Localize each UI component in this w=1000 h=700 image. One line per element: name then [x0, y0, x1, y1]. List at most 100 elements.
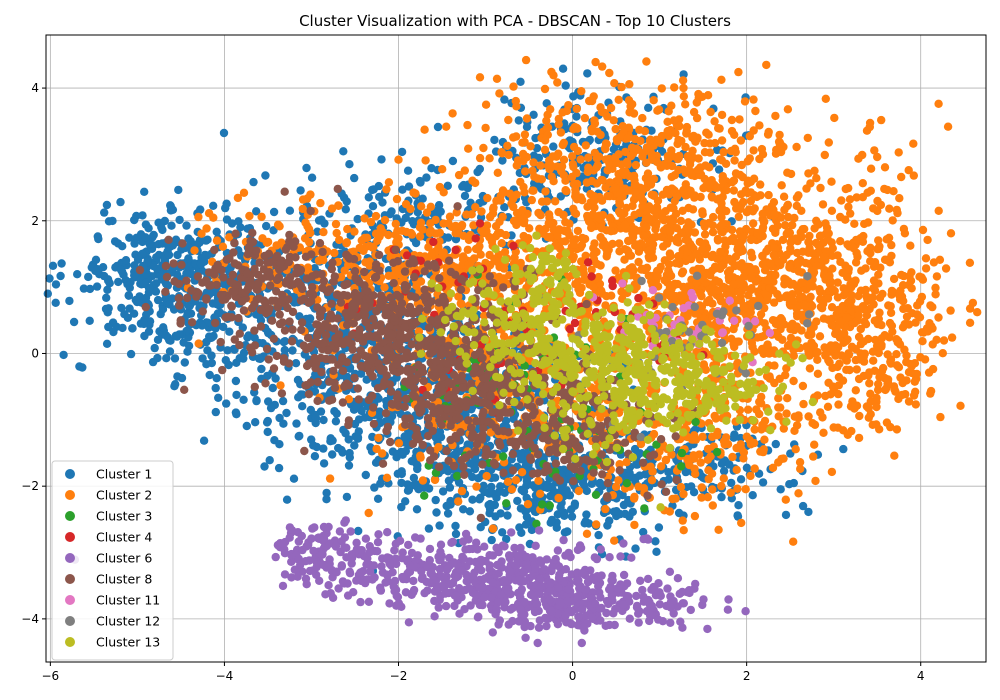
data-point	[844, 202, 853, 212]
data-point	[631, 544, 640, 553]
data-point	[51, 298, 60, 307]
data-point	[590, 196, 599, 206]
data-point	[608, 239, 617, 249]
data-point	[815, 332, 825, 341]
data-point	[668, 290, 677, 300]
data-point	[756, 180, 765, 189]
data-point	[479, 481, 488, 490]
data-point	[779, 192, 789, 201]
data-point	[511, 476, 521, 485]
data-point	[142, 310, 151, 319]
data-point	[152, 279, 161, 288]
data-point	[518, 206, 527, 215]
data-point	[813, 355, 822, 364]
data-point	[749, 174, 759, 183]
data-point	[577, 240, 587, 250]
data-point	[917, 273, 926, 282]
data-point	[59, 350, 68, 360]
data-point	[239, 395, 248, 404]
data-point	[492, 74, 502, 84]
data-point	[269, 207, 279, 217]
data-point	[644, 103, 653, 113]
data-point	[620, 255, 629, 264]
data-point	[516, 455, 526, 464]
data-point	[382, 185, 391, 194]
data-point	[665, 281, 675, 290]
data-point	[561, 488, 570, 497]
data-point	[418, 476, 428, 485]
data-point	[735, 115, 744, 124]
data-point	[319, 415, 328, 425]
data-point	[202, 224, 211, 233]
data-point	[448, 109, 457, 118]
data-point	[485, 154, 494, 163]
data-point	[561, 81, 570, 90]
data-point	[713, 234, 723, 244]
data-point	[721, 159, 731, 168]
data-point	[212, 236, 222, 245]
data-point	[965, 318, 975, 327]
data-point	[266, 403, 276, 413]
data-point	[821, 219, 830, 228]
data-point	[802, 184, 811, 193]
data-point	[343, 224, 352, 234]
data-point	[897, 172, 906, 182]
data-point	[141, 233, 150, 242]
data-point	[468, 495, 477, 504]
data-point	[635, 449, 645, 458]
data-point	[138, 249, 147, 258]
data-point	[245, 211, 254, 221]
data-point	[194, 339, 203, 348]
data-point	[783, 394, 792, 403]
data-point	[505, 189, 515, 198]
data-point	[182, 221, 191, 230]
data-point	[269, 226, 278, 235]
data-point	[743, 405, 753, 414]
data-point	[375, 232, 384, 241]
data-point	[736, 475, 746, 484]
data-point	[556, 128, 566, 137]
data-point	[577, 87, 586, 96]
data-point	[199, 436, 209, 445]
data-point	[640, 127, 650, 136]
data-point	[214, 393, 223, 402]
data-point	[789, 279, 798, 289]
data-point	[580, 113, 590, 123]
data-point	[174, 185, 183, 195]
data-point	[141, 293, 151, 303]
data-point	[337, 445, 346, 455]
data-point	[584, 153, 593, 162]
data-point	[444, 476, 454, 485]
data-point	[84, 272, 93, 282]
data-point	[615, 247, 624, 256]
data-point	[710, 262, 720, 271]
data-point	[328, 450, 337, 459]
data-point	[616, 209, 625, 218]
data-point	[472, 482, 481, 491]
data-point	[516, 77, 525, 87]
data-point	[179, 338, 188, 347]
data-point	[118, 323, 127, 333]
data-point	[375, 192, 384, 202]
data-point	[149, 261, 158, 271]
data-point	[544, 219, 553, 228]
data-point	[644, 214, 653, 223]
data-point	[354, 526, 363, 536]
data-point	[223, 346, 232, 355]
data-point	[498, 528, 507, 537]
data-point	[249, 177, 258, 187]
data-point	[517, 468, 527, 477]
data-point	[546, 518, 555, 527]
data-point	[755, 121, 764, 130]
data-point	[649, 96, 658, 105]
data-point	[624, 236, 633, 246]
data-point	[498, 156, 507, 165]
data-point	[397, 467, 406, 476]
data-point	[653, 106, 662, 115]
data-point	[594, 530, 603, 540]
data-point	[543, 483, 552, 492]
data-point	[527, 525, 537, 535]
data-point	[503, 511, 512, 520]
data-point	[175, 215, 184, 225]
data-point	[678, 76, 688, 85]
